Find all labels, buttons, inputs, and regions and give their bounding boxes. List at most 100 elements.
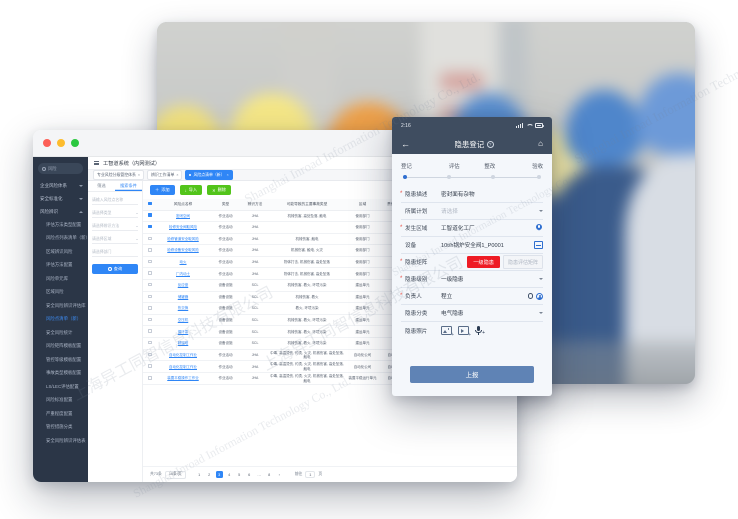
risk-point-link[interactable]: 自动化控制工作业 [169, 364, 197, 369]
row-checkbox-cell[interactable] [143, 372, 157, 385]
page-size-select[interactable]: 10条/页 [164, 470, 186, 479]
hazard-matrix-button[interactable]: 隐患评估矩阵 [502, 255, 543, 269]
checkbox-icon[interactable] [148, 202, 152, 206]
add-audio-icon[interactable] [475, 325, 485, 336]
cell-risk-point-name[interactable]: 检修管道安全取风险 [157, 233, 209, 246]
page-6[interactable]: 6 [248, 472, 251, 477]
risk-point-link[interactable]: 厂内动土 [176, 271, 190, 276]
field-related-plan[interactable]: 所属计划 请选择 [401, 203, 543, 220]
field-hazard-description[interactable]: 隐患描述 密封面有杂物 [400, 186, 543, 203]
risk-point-link[interactable]: 装置平稳操作工作业 [167, 376, 199, 381]
checkbox-icon[interactable] [148, 376, 152, 380]
select-all-header[interactable] [143, 199, 157, 211]
field-value[interactable]: 密封面有杂物 [441, 190, 543, 198]
add-video-icon[interactable] [458, 326, 471, 338]
field-value[interactable]: 电气隐患 [441, 309, 543, 317]
sidebar-item-eval-method-config[interactable]: 评估方法配置 [33, 259, 88, 273]
field-value[interactable]: 10t/h锅炉安全阀1_P0001 [441, 241, 543, 249]
tab-search-conditions[interactable]: 搜索条件 [115, 181, 142, 191]
checkbox-icon[interactable] [148, 317, 152, 322]
field-hazard-category[interactable]: 隐患分类 电气隐患 [401, 305, 543, 322]
cell-risk-point-name[interactable]: 检修设备安全取风险 [157, 244, 209, 257]
risk-point-link[interactable]: 自动化控制工作业 [169, 352, 197, 357]
hazard-level-tag[interactable]: 一级隐患 [467, 256, 500, 268]
cell-risk-point-name[interactable]: 检修安全阀取风险 [157, 221, 209, 234]
cell-risk-point-name[interactable]: 储罐器 [157, 291, 209, 304]
step-rectify[interactable]: 整改 [484, 164, 496, 170]
tab-identify-worklist[interactable]: 辨识工作清单 × [147, 169, 183, 181]
page-5[interactable]: 5 [238, 472, 241, 477]
cell-risk-point-name[interactable]: 反应釜 [157, 279, 209, 292]
field-hazard-level[interactable]: 隐患级别 一级隐患 [400, 271, 543, 288]
filter-select-department[interactable]: 请选择部门 [92, 248, 138, 257]
checkbox-icon[interactable] [148, 259, 152, 264]
checkbox-icon[interactable] [148, 271, 152, 275]
sidebar-item-risk-point-list-active[interactable]: 风险点清单（新） [33, 313, 88, 327]
field-value[interactable]: 请选择 [441, 207, 543, 215]
cell-risk-point-name[interactable]: 热交换 [157, 302, 209, 315]
sidebar-item-risk-standard-config[interactable]: 风险标准配置 [33, 394, 88, 408]
sidebar-item-safety-risk-eval-library[interactable]: 安全风险辨识评估库 [33, 299, 88, 313]
row-checkbox-cell[interactable] [143, 256, 157, 269]
goto-page-input[interactable]: 1 [305, 471, 316, 478]
row-checkbox-cell[interactable] [143, 349, 157, 362]
help-circle-icon[interactable]: ? [486, 140, 494, 148]
checkbox-icon[interactable] [148, 213, 152, 217]
checkbox-icon[interactable] [148, 340, 152, 345]
sidebar-item-accident-type-template[interactable]: 事故类型模板配置 [33, 367, 88, 381]
delete-button[interactable]: ✕ 删除 [207, 185, 231, 195]
cell-risk-point-name[interactable]: 精馏塔 [157, 337, 209, 350]
field-responsible-person[interactable]: 负责人 程立 [400, 288, 543, 305]
page-1[interactable]: 1 [198, 472, 201, 477]
checkbox-icon[interactable] [148, 352, 152, 356]
row-checkbox-cell[interactable] [143, 291, 157, 304]
risk-point-link[interactable]: 空压机 [177, 317, 189, 322]
sidebar-item-severity-config[interactable]: 严重程度配置 [33, 407, 88, 421]
cell-risk-point-name[interactable]: 密闭空间 [157, 210, 209, 223]
add-photo-icon[interactable] [441, 326, 454, 338]
checkbox-icon[interactable] [148, 282, 152, 287]
row-checkbox-cell[interactable] [143, 337, 157, 350]
minimize-window-button[interactable] [57, 139, 65, 147]
field-hazard-matrix[interactable]: 隐患矩阵 一级隐患 隐患评估矩阵 [400, 254, 543, 271]
field-equipment[interactable]: 设备 10t/h锅炉安全阀1_P0001 [401, 237, 543, 254]
sidebar-item-risk-unit-library[interactable]: 风险单元库 [33, 272, 88, 286]
field-occurrence-area[interactable]: 发生区域 工智道化工厂 [400, 220, 543, 237]
add-button[interactable]: ＋ 添加 [150, 185, 175, 195]
close-icon[interactable]: × [226, 173, 229, 177]
checkbox-icon[interactable] [148, 248, 152, 252]
tab-risk-point-list-new[interactable]: 风险点清单（新） × [185, 169, 233, 181]
sidebar-group-safety-standard[interactable]: 安全标准化 [33, 192, 88, 205]
page-8[interactable]: 8 [268, 472, 271, 477]
risk-point-link[interactable]: 检修管道安全取风险 [167, 236, 199, 241]
search-button[interactable]: 查询 [92, 264, 138, 274]
filter-select-area[interactable]: 请选择区域 [92, 235, 138, 244]
table-row[interactable]: 密闭空间 作业活动 JHA 机械伤害, 高处坠落, 触电 使用部门 [143, 210, 517, 223]
contact-icon[interactable] [536, 292, 543, 300]
checkbox-icon[interactable] [148, 236, 152, 240]
row-checkbox-cell[interactable] [143, 360, 157, 374]
cell-risk-point-name[interactable]: 空压机 [157, 314, 209, 327]
checkbox-icon[interactable] [148, 294, 152, 298]
tab-filter[interactable]: 筛选 [88, 181, 115, 191]
row-checkbox-cell[interactable] [143, 233, 157, 246]
submit-button[interactable]: 上报 [410, 366, 534, 383]
cell-risk-point-name[interactable]: 自动化控制工作业 [157, 349, 209, 362]
map-pin-icon[interactable] [535, 223, 543, 233]
checkbox-icon[interactable] [148, 329, 152, 333]
gear-icon[interactable] [527, 293, 533, 299]
cell-risk-point-name[interactable]: 厂内动土 [157, 267, 209, 281]
cell-risk-point-name[interactable]: 循环泵 [157, 325, 209, 339]
close-icon[interactable]: × [137, 173, 141, 177]
risk-point-link[interactable]: 动火 [179, 259, 187, 264]
sidebar-search-input[interactable]: 风险 [38, 163, 83, 174]
filter-select-type[interactable]: 请选择类型 [92, 209, 138, 218]
sidebar-item-risk-matrix-template[interactable]: 风险矩阵模板配置 [33, 340, 88, 354]
risk-point-link[interactable]: 密闭空间 [176, 213, 190, 218]
close-window-button[interactable] [43, 139, 51, 147]
risk-point-link[interactable]: 热交换 [177, 306, 189, 311]
tab-professional-risk-system[interactable]: 专业风险分级管控体系 × [93, 169, 145, 181]
page-4[interactable]: 4 [228, 472, 231, 477]
sidebar-group-enterprise-risk[interactable]: 企业风险体系 [33, 179, 88, 192]
sidebar-item-risk-point-list-new[interactable]: 风险点列表清单（新） [33, 232, 88, 246]
